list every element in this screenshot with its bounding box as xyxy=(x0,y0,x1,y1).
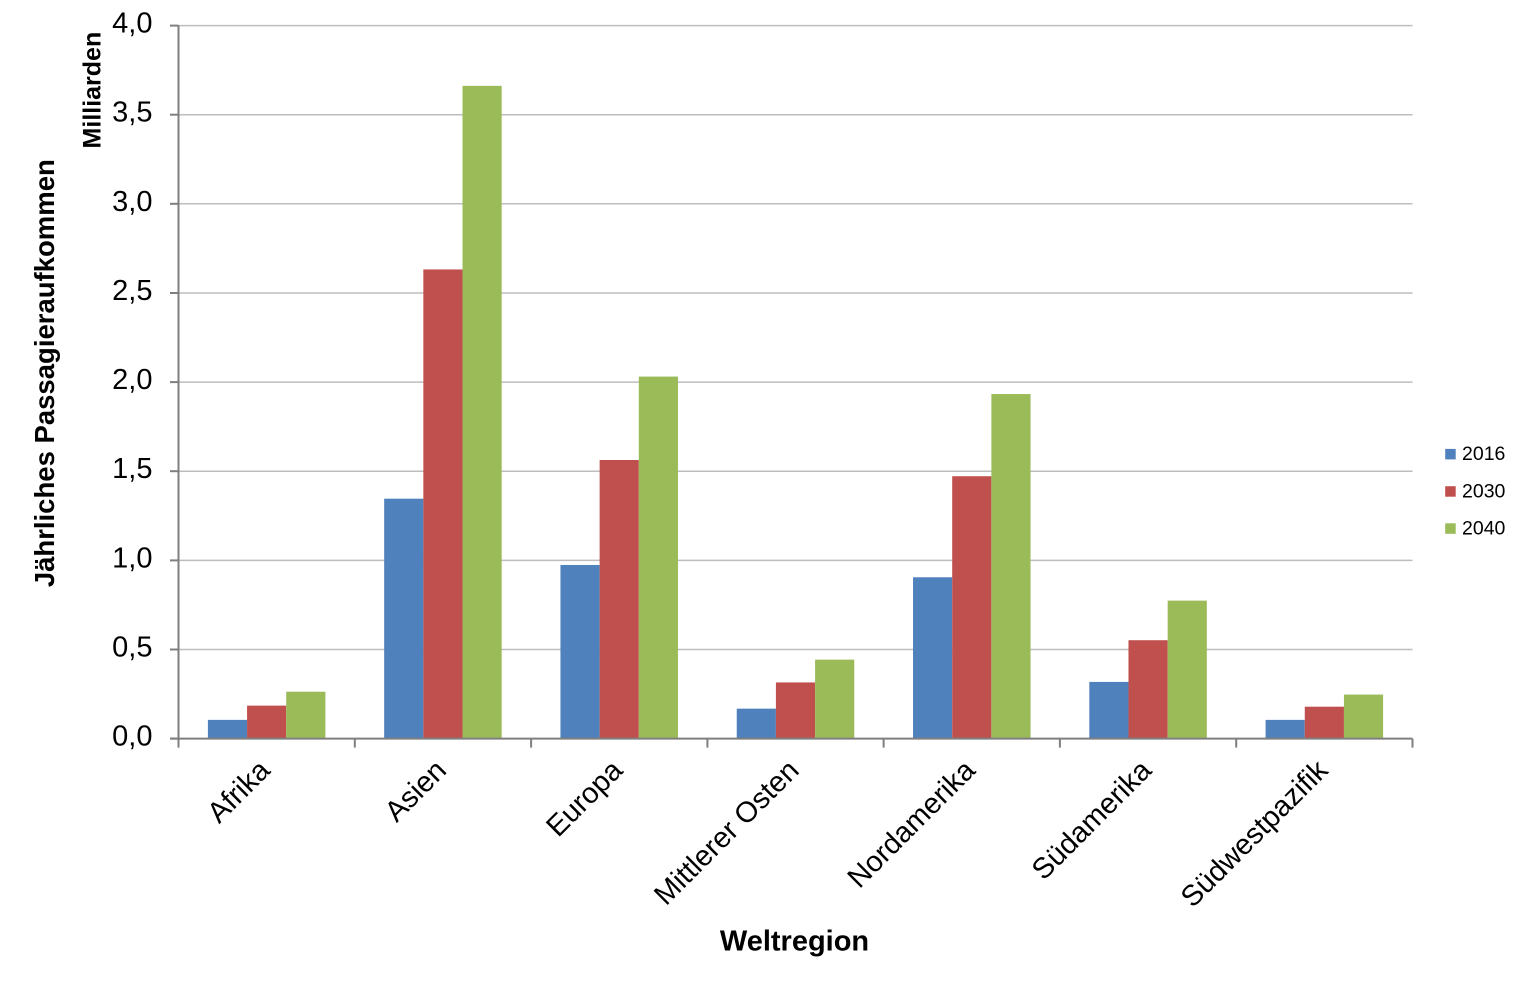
svg-text:2,0: 2,0 xyxy=(112,364,152,396)
svg-text:1,5: 1,5 xyxy=(112,453,152,485)
svg-text:2030: 2030 xyxy=(1462,480,1506,502)
svg-text:0,5: 0,5 xyxy=(112,632,152,664)
svg-text:3,5: 3,5 xyxy=(112,97,152,129)
svg-text:Weltregion: Weltregion xyxy=(720,926,869,958)
svg-text:4,0: 4,0 xyxy=(112,8,152,40)
svg-text:3,0: 3,0 xyxy=(112,186,152,218)
svg-text:1,0: 1,0 xyxy=(112,542,152,574)
svg-text:2,5: 2,5 xyxy=(112,275,152,307)
svg-text:2016: 2016 xyxy=(1462,443,1505,465)
svg-text:0,0: 0,0 xyxy=(112,721,152,753)
svg-text:2040: 2040 xyxy=(1462,518,1506,540)
svg-text:Jährliches Passagieraufkommen: Jährliches Passagieraufkommen xyxy=(29,159,60,587)
svg-text:Milliarden: Milliarden xyxy=(78,32,106,149)
